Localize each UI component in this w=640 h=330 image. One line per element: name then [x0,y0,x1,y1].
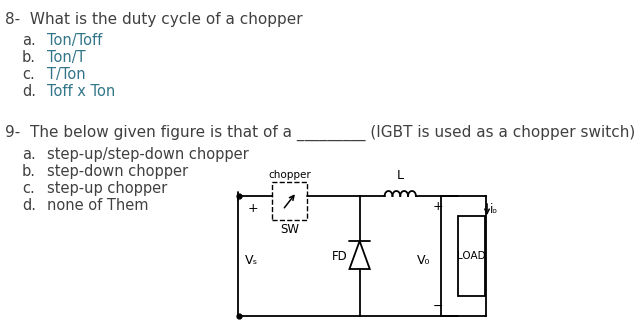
Text: Vₛ: Vₛ [244,254,258,268]
Text: step-up chopper: step-up chopper [47,181,167,196]
Text: T/Ton: T/Ton [47,67,86,82]
Text: iₒ: iₒ [490,203,499,216]
Text: L: L [397,169,404,182]
Text: b.: b. [22,164,36,179]
Text: V₀: V₀ [417,254,430,268]
Text: a.: a. [22,147,36,162]
Text: Ton/Toff: Ton/Toff [47,33,102,48]
Text: chopper: chopper [268,170,311,180]
Text: c.: c. [22,181,35,196]
Text: FD: FD [332,249,348,262]
Text: +: + [433,200,443,213]
Text: step-down chopper: step-down chopper [47,164,188,179]
Text: 8-  What is the duty cycle of a chopper: 8- What is the duty cycle of a chopper [6,12,303,27]
Text: SW: SW [280,223,299,236]
Text: Toff x Ton: Toff x Ton [47,84,115,99]
Text: −: − [433,300,443,313]
Text: a.: a. [22,33,36,48]
Text: none of Them: none of Them [47,198,148,213]
Text: d.: d. [22,198,36,213]
Text: 9-  The below given figure is that of a _________ (IGBT is used as a chopper swi: 9- The below given figure is that of a _… [6,125,636,141]
Text: d.: d. [22,84,36,99]
Bar [272,182,307,220]
Text: step-up/step-down chopper: step-up/step-down chopper [47,147,249,162]
Text: +: + [248,202,259,214]
Text: LOAD: LOAD [457,251,486,261]
Text: Ton/T: Ton/T [47,50,86,65]
Bar [458,216,484,296]
Text: b.: b. [22,50,36,65]
Text: c.: c. [22,67,35,82]
